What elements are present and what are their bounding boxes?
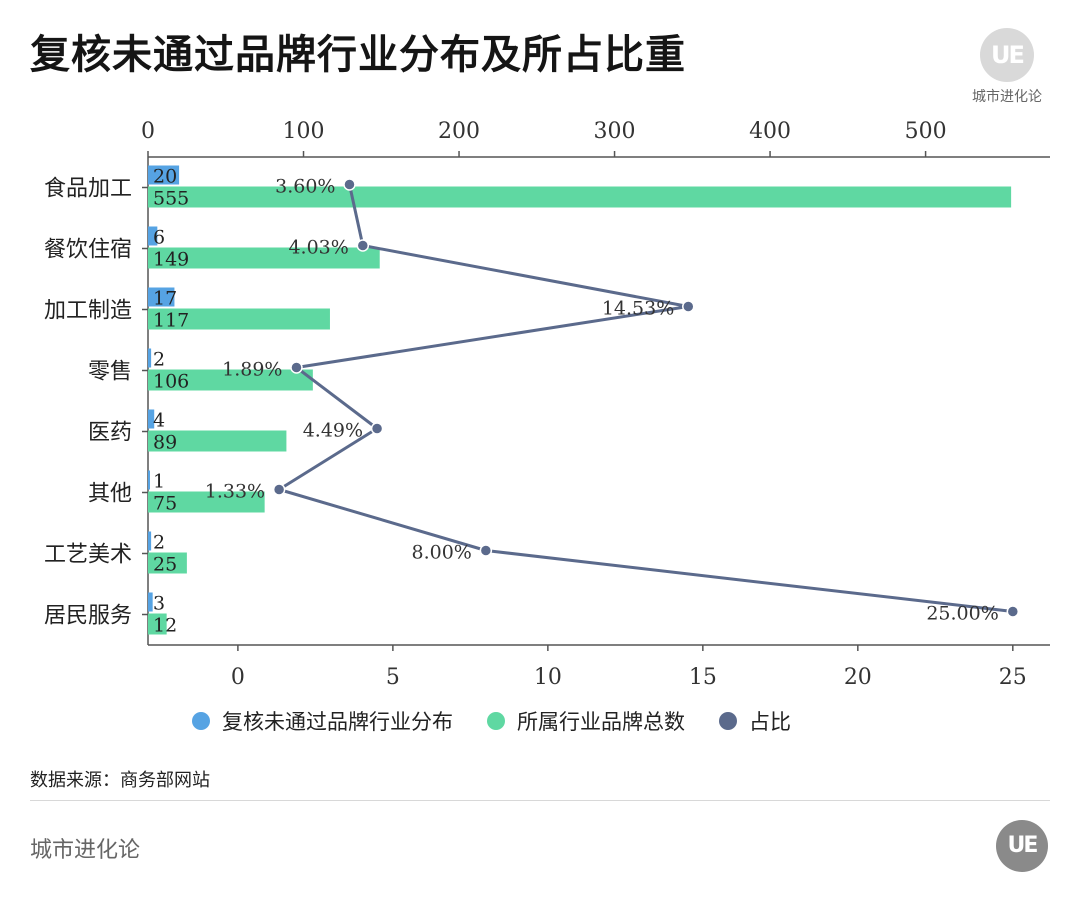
- legend-item-ratio[interactable]: 占比: [719, 706, 791, 736]
- bottom-axis-tick-label-2: 10: [534, 665, 562, 690]
- legend-dot-total: [487, 712, 505, 730]
- bar-rejected-label-5: 1: [153, 471, 165, 493]
- ratio-line: [277, 184, 1013, 613]
- bar-rejected-label-2: 17: [153, 288, 177, 310]
- category-label-6: 工艺美术: [44, 543, 132, 568]
- bar-total-label-7: 12: [153, 615, 177, 637]
- bottom-axis-tick-label-1: 5: [386, 665, 400, 690]
- category-label-2: 加工制造: [44, 299, 132, 324]
- chart-title: 复核未通过品牌行业分布及所占比重: [30, 32, 686, 78]
- bar-total-label-3: 106: [153, 371, 189, 393]
- category-label-1: 餐饮住宿: [44, 238, 132, 263]
- top-axis-tick-label-3: 300: [594, 119, 636, 144]
- bottom-axis-tick-label-3: 15: [689, 665, 717, 690]
- legend-item-total[interactable]: 所属行业品牌总数: [487, 706, 685, 736]
- bar-rejected-label-4: 4: [153, 410, 165, 432]
- top-axis-tick-label-5: 500: [905, 119, 947, 144]
- bar-total-label-5: 75: [153, 493, 177, 515]
- category-label-7: 居民服务: [44, 604, 132, 629]
- top-axis-tick-label-2: 200: [438, 119, 480, 144]
- bar-rejected-6: [148, 531, 152, 551]
- bar-rejected-label-6: 2: [153, 532, 165, 554]
- bar-total-label-4: 89: [153, 432, 177, 454]
- legend-item-rejected[interactable]: 复核未通过品牌行业分布: [192, 706, 453, 736]
- bar-total-7: [148, 613, 167, 635]
- legend-label-ratio: 占比: [749, 710, 791, 734]
- ratio-label-3: 1.89%: [222, 359, 282, 381]
- ratio-label-5: 1.33%: [205, 481, 265, 503]
- ratio-label-6: 8.00%: [412, 542, 472, 564]
- ratio-point-3: [290, 361, 303, 374]
- category-label-4: 医药: [88, 421, 132, 446]
- bar-total-label-2: 117: [153, 310, 189, 332]
- bar-total-label-6: 25: [153, 554, 177, 576]
- category-label-0: 食品加工: [44, 177, 132, 202]
- category-label-3: 零售: [88, 360, 132, 385]
- bar-total-4: [148, 430, 287, 452]
- footer-brand-text: 城市进化论: [30, 838, 141, 863]
- bar-total-3: [148, 369, 313, 391]
- top-axis-tick-label-0: 0: [141, 119, 155, 144]
- bottom-axis-tick-label-0: 0: [231, 665, 245, 690]
- bar-rejected-label-1: 6: [153, 227, 165, 249]
- ue-logo-bottom-icon: UE: [996, 820, 1048, 872]
- bar-total-label-1: 149: [153, 249, 189, 271]
- ratio-point-5: [272, 483, 286, 496]
- ratio-label-0: 3.60%: [275, 176, 335, 198]
- top-axis-tick-label-4: 400: [749, 119, 791, 144]
- bar-total-2: [148, 308, 330, 330]
- legend-dot-ratio: [719, 712, 737, 730]
- bar-rejected-3: [148, 348, 152, 368]
- footer-divider: [30, 800, 1050, 801]
- bar-total-6: [148, 552, 187, 574]
- bar-total-label-0: 555: [153, 188, 189, 210]
- ratio-point-1: [356, 239, 370, 252]
- ue-logo-icon: UE: [980, 28, 1034, 82]
- ratio-label-4: 4.49%: [303, 420, 363, 442]
- bar-rejected-label-3: 2: [153, 349, 165, 371]
- bar-total-5: [148, 491, 265, 513]
- ratio-point-6: [479, 544, 493, 557]
- category-label-5: 其他: [88, 482, 132, 507]
- legend-dot-rejected: [192, 712, 210, 730]
- ratio-label-2: 14.53%: [602, 298, 674, 320]
- bar-rejected-label-7: 3: [153, 593, 165, 615]
- bar-rejected-4: [148, 409, 155, 429]
- top-axis-tick-label-1: 100: [283, 119, 325, 144]
- ratio-point-7: [1006, 605, 1020, 618]
- ratio-point-2: [682, 300, 695, 313]
- bar-rejected-7: [148, 592, 153, 612]
- bar-rejected-5: [148, 470, 150, 490]
- ratio-point-4: [370, 422, 384, 435]
- brand-name: 城市进化论: [972, 89, 1042, 105]
- bar-rejected-1: [148, 226, 158, 246]
- ratio-point-0: [343, 178, 356, 191]
- ratio-label-7: 25.00%: [926, 603, 998, 625]
- legend: 复核未通过品牌行业分布 所属行业品牌总数 占比: [192, 706, 791, 736]
- bottom-axis-tick-label-5: 25: [999, 665, 1027, 690]
- bar-total-1: [148, 247, 380, 269]
- brand-logo-top: UE 城市进化论: [962, 28, 1052, 106]
- legend-label-total: 所属行业品牌总数: [517, 710, 685, 734]
- bottom-axis-tick-label-4: 20: [844, 665, 872, 690]
- bar-rejected-2: [148, 287, 175, 307]
- bar-total-0: [148, 186, 1012, 208]
- ratio-label-1: 4.03%: [288, 237, 348, 259]
- legend-label-rejected: 复核未通过品牌行业分布: [222, 710, 453, 734]
- data-source: 数据来源：商务部网站: [30, 770, 210, 791]
- bar-rejected-label-0: 20: [153, 166, 177, 188]
- bar-rejected-0: [148, 165, 180, 185]
